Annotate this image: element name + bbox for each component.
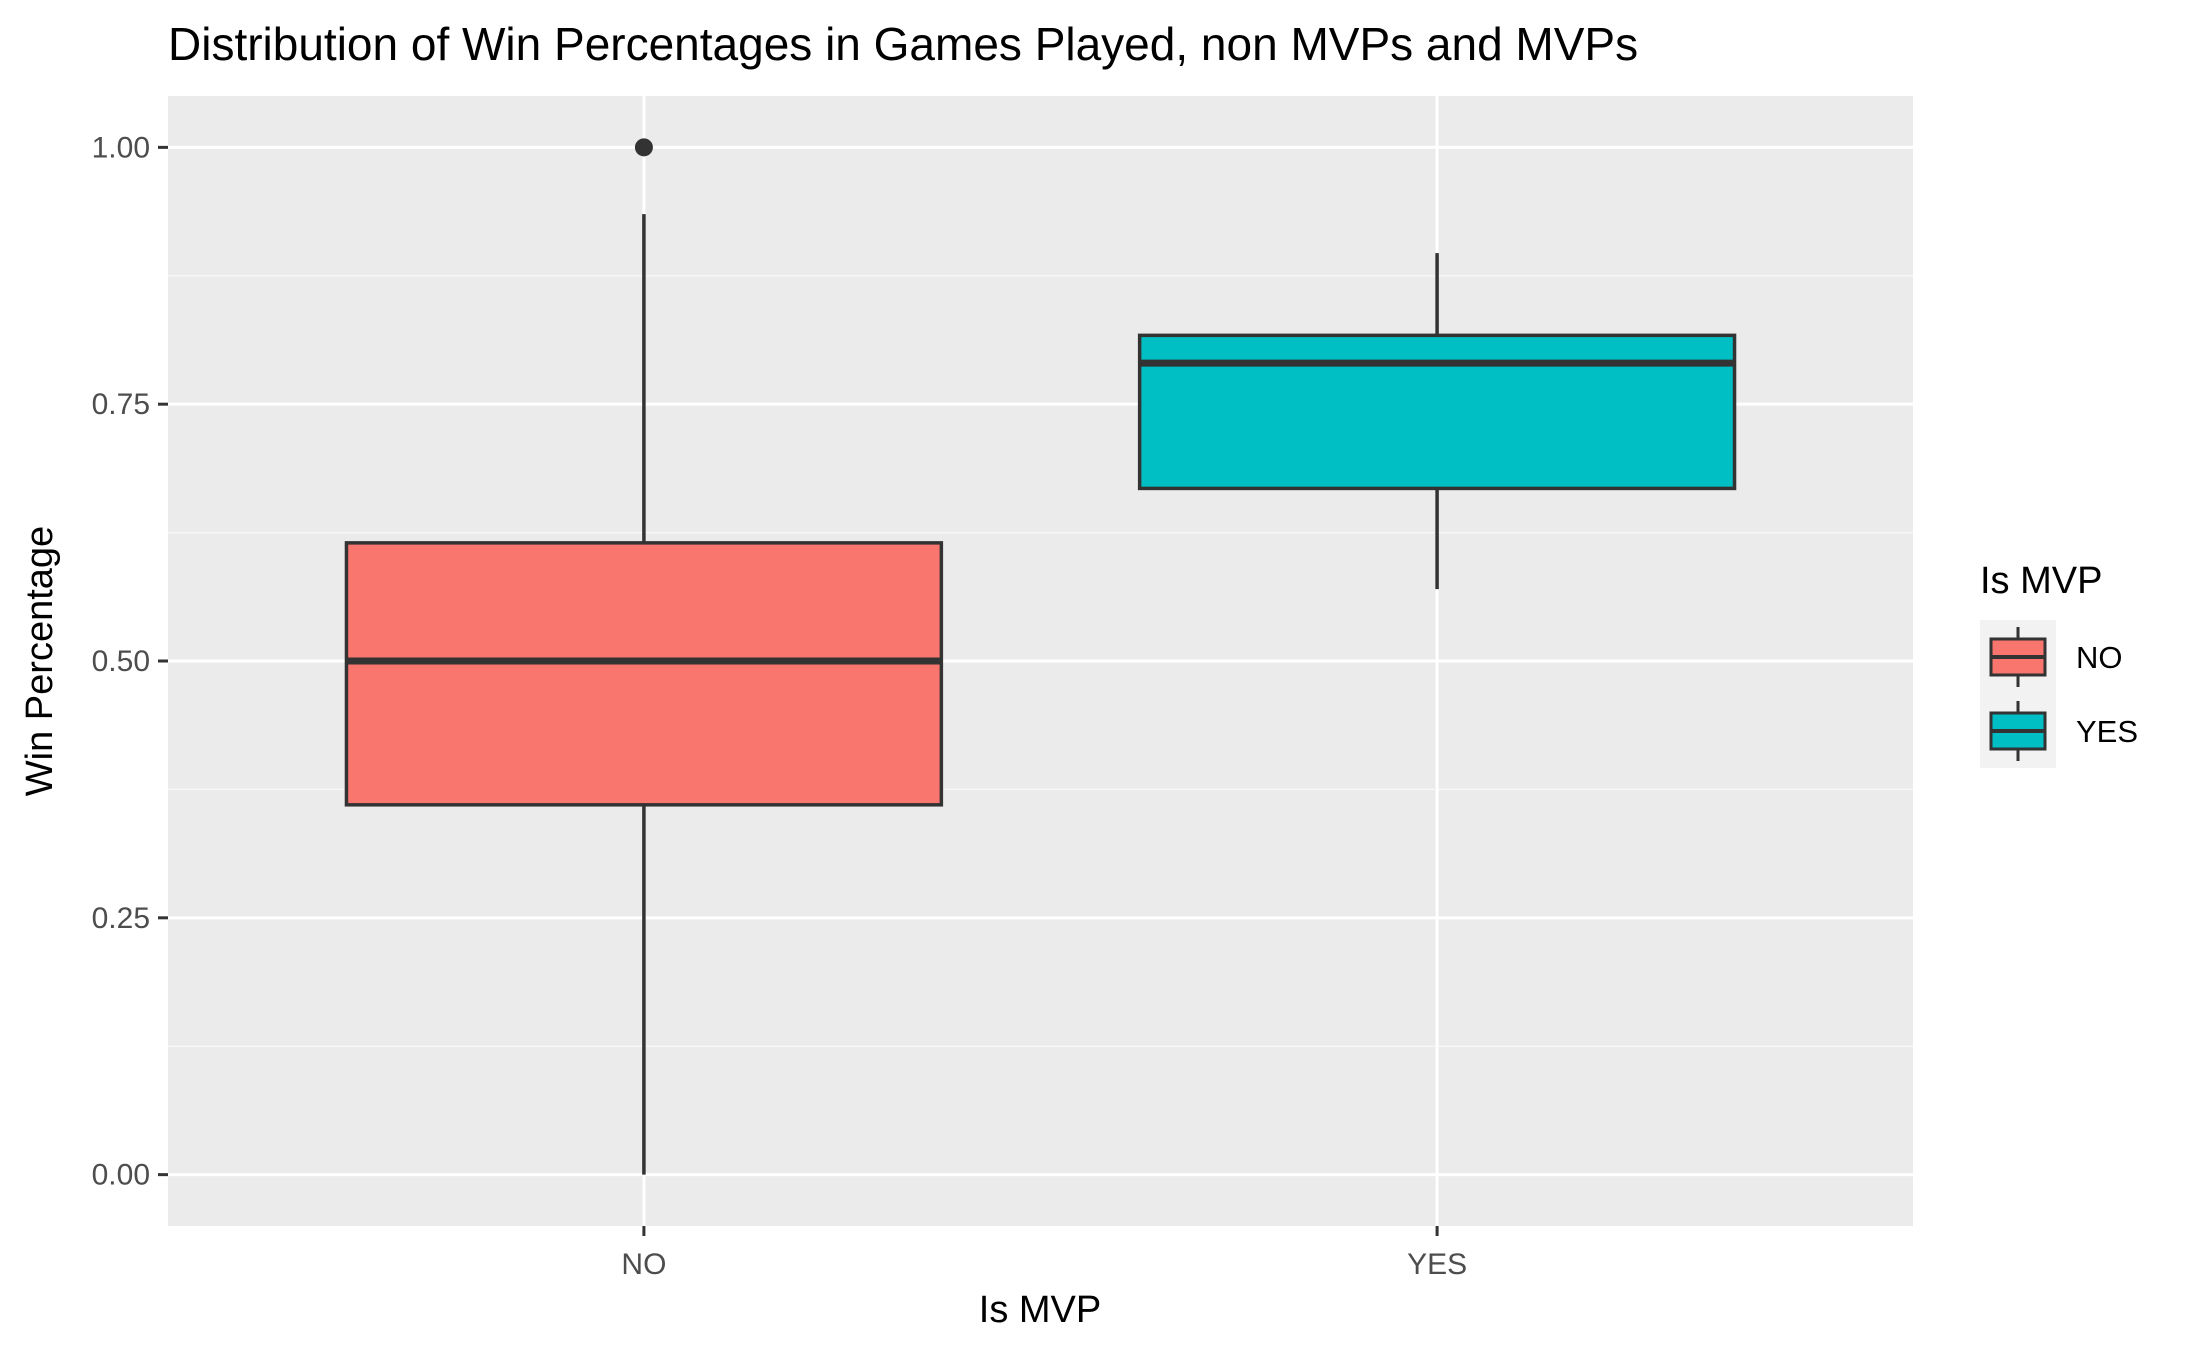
x-tick-label: YES <box>1407 1248 1467 1281</box>
legend-title: Is MVP <box>1980 560 2102 602</box>
y-tick-label: 1.00 <box>92 131 150 164</box>
y-tick-label: 0.25 <box>92 902 150 935</box>
legend-label: NO <box>2076 640 2123 675</box>
legend-entries: NO YES <box>1989 627 2138 761</box>
y-tick-label: 0.75 <box>92 388 150 421</box>
y-tick-label: 0.00 <box>92 1159 150 1192</box>
y-axis-title: Win Percentage <box>19 526 61 796</box>
y-axis: 0.00 0.25 0.50 0.75 1.00 <box>92 131 168 1192</box>
outlier-point <box>634 138 653 157</box>
boxes <box>344 138 1737 1175</box>
chart-title: Distribution of Win Percentages in Games… <box>168 18 1638 70</box>
box-iqr <box>344 541 944 807</box>
box-yes <box>1137 253 1737 590</box>
box-iqr <box>1137 333 1737 491</box>
legend-entry-yes: YES <box>1989 701 2138 761</box>
x-axis-title: Is MVP <box>979 1289 1101 1331</box>
legend-entry-no: NO <box>1989 627 2123 687</box>
box-no <box>344 138 944 1175</box>
legend: Is MVP NO YES <box>1980 560 2138 768</box>
legend-label: YES <box>2076 714 2138 749</box>
x-tick-label: NO <box>621 1248 666 1281</box>
x-axis: NO YES <box>621 1226 1467 1281</box>
y-tick-label: 0.50 <box>92 645 150 678</box>
